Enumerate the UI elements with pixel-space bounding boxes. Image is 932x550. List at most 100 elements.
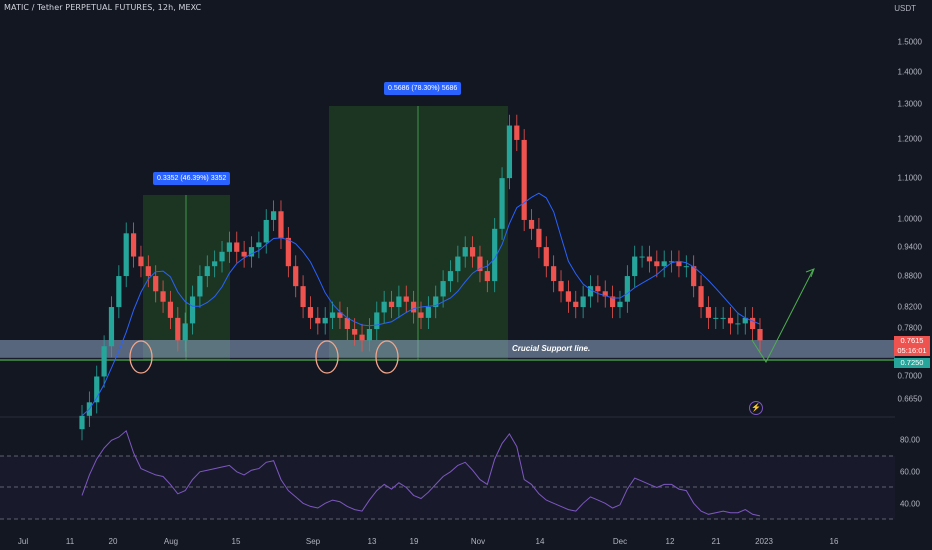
candle-body xyxy=(565,291,571,302)
current-price-value: 0.7615 xyxy=(900,336,924,345)
candle-body xyxy=(337,312,343,318)
current-price-tag: 0.7615 05:16:01 xyxy=(894,336,930,356)
time-axis-label: Jul xyxy=(17,537,29,546)
time-axis-label: Nov xyxy=(470,537,486,546)
price-axis-label: 1.1000 xyxy=(897,173,922,183)
candle-body xyxy=(263,219,269,243)
time-axis-label: Dec xyxy=(612,537,628,546)
candle-body xyxy=(293,266,299,287)
candle-body xyxy=(624,276,630,302)
price-axis-label: 0.8200 xyxy=(897,302,922,312)
candle-body xyxy=(285,237,291,267)
candle-body xyxy=(573,301,579,308)
candle-body xyxy=(145,266,151,277)
candle-body xyxy=(521,139,527,220)
candle-body xyxy=(654,261,660,267)
candle-body xyxy=(735,323,741,325)
price-axis-label: 0.8800 xyxy=(897,271,922,281)
candle-body xyxy=(720,317,726,319)
candle-body xyxy=(477,256,483,272)
candle-body xyxy=(374,312,380,329)
candle-body xyxy=(248,247,255,257)
rsi-band-fill xyxy=(0,456,895,519)
candle-body xyxy=(558,281,564,292)
candle-body xyxy=(189,296,196,324)
price-axis-label: 0.9400 xyxy=(897,242,922,252)
candle-body xyxy=(344,317,350,329)
time-axis-label: 2023 xyxy=(755,537,773,546)
candle-body xyxy=(632,256,638,277)
candle-body xyxy=(757,328,763,341)
candle-body xyxy=(713,317,719,319)
candle-body xyxy=(742,317,748,324)
price-axis-label: 1.2000 xyxy=(897,134,922,144)
candle-body xyxy=(226,242,232,252)
candle-body xyxy=(492,228,498,282)
candle-body xyxy=(727,317,734,324)
candle-body xyxy=(94,376,100,403)
candle-body xyxy=(668,261,675,263)
support-zone xyxy=(0,340,895,358)
candle-body xyxy=(639,256,645,258)
candle-body xyxy=(315,317,321,324)
time-axis-label: 11 xyxy=(65,537,75,546)
time-axis-label: 15 xyxy=(231,537,241,546)
lightning-icon[interactable]: ⚡ xyxy=(749,401,763,415)
candle-body xyxy=(396,296,402,308)
time-axis-label: 13 xyxy=(367,537,377,546)
price-axis-label: 1.4000 xyxy=(897,67,922,77)
price-axis-label: 0.7800 xyxy=(897,323,922,333)
candle-body xyxy=(646,256,653,262)
time-axis-label: 20 xyxy=(108,537,118,546)
candle-body xyxy=(698,286,704,308)
candle-body xyxy=(447,271,454,282)
projection-path xyxy=(751,269,814,364)
rsi-axis-label: 40.00 xyxy=(899,499,920,509)
candle-body xyxy=(197,276,203,297)
candle-body xyxy=(705,307,712,318)
candle-body xyxy=(329,312,336,318)
rsi-axis-label: 80.00 xyxy=(899,435,920,445)
candle-body xyxy=(617,301,623,308)
candle-body xyxy=(418,312,424,318)
candle-body xyxy=(182,323,188,341)
candle-body xyxy=(381,301,387,313)
candle-body xyxy=(322,317,328,324)
candle-body xyxy=(241,251,247,257)
candle-body xyxy=(425,307,431,318)
candle-body xyxy=(234,242,240,252)
candle-body xyxy=(108,307,115,347)
price-axis-label: 1.3000 xyxy=(897,99,922,109)
time-axis-label: 16 xyxy=(829,537,839,546)
price-axis-label: 1.0000 xyxy=(897,214,922,224)
candle-body xyxy=(138,256,144,267)
support-line-label: Crucial Support line. xyxy=(512,344,591,353)
candle-body xyxy=(484,271,490,282)
candle-body xyxy=(278,211,284,238)
price-axis-label: 0.6650 xyxy=(897,394,922,404)
candle-body xyxy=(204,266,210,277)
candle-body xyxy=(683,266,689,268)
candle-body xyxy=(551,266,557,282)
candle-body xyxy=(388,301,395,308)
candle-body xyxy=(101,346,107,377)
candle-body xyxy=(528,219,535,229)
candle-body xyxy=(543,247,549,267)
chart-title: MATIC / Tether PERPETUAL FUTURES, 12h, M… xyxy=(4,3,202,12)
candle-body xyxy=(271,211,277,220)
candle-body xyxy=(602,291,608,297)
candle-body xyxy=(366,328,373,341)
time-axis-label: Aug xyxy=(163,537,179,546)
candle-body xyxy=(506,125,513,179)
countdown-value: 05:16:01 xyxy=(897,346,927,355)
currency-label: USDT xyxy=(894,4,916,13)
candle-body xyxy=(153,276,159,292)
measure-label-2: 0.5686 (78.30%) 5686 xyxy=(384,82,462,95)
candle-body xyxy=(499,178,505,229)
candle-body xyxy=(750,317,756,329)
candle-body xyxy=(595,286,601,292)
moving-average-line xyxy=(81,192,761,417)
candle-body xyxy=(175,317,181,341)
support-price-tag: 0.7250 xyxy=(894,358,930,368)
